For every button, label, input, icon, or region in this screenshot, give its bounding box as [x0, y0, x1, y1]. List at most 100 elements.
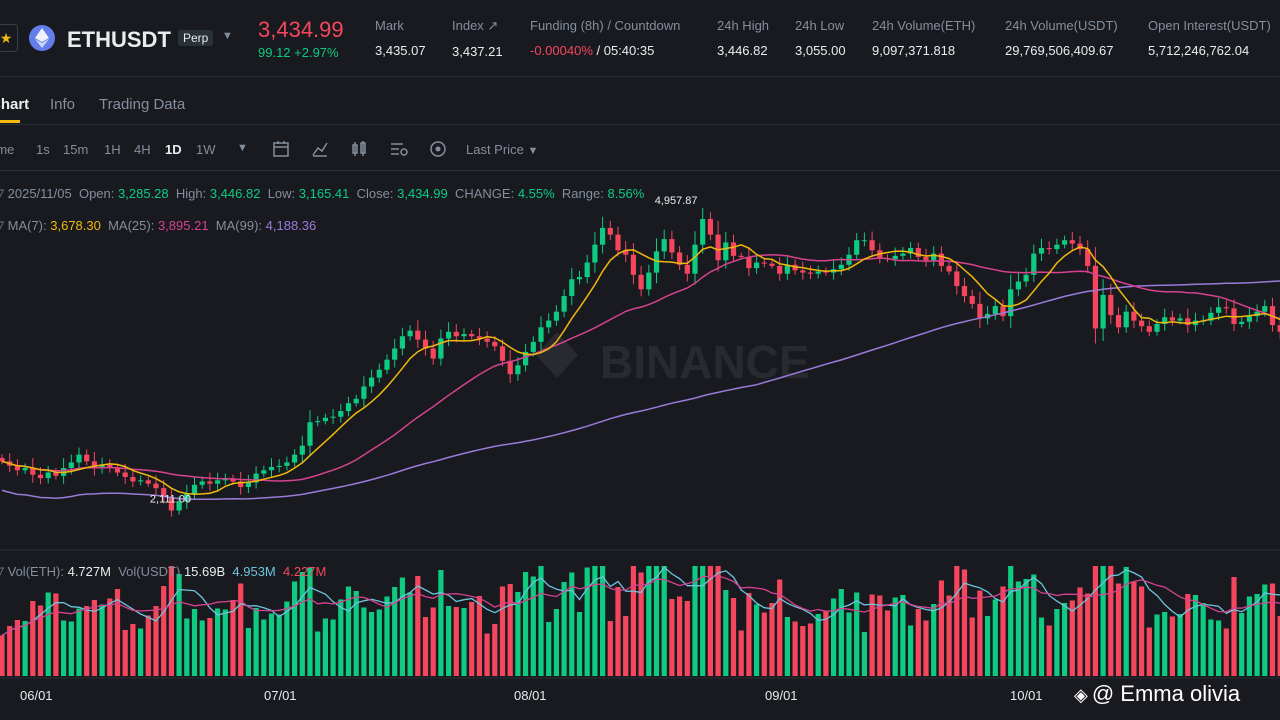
target-icon[interactable] [429, 140, 447, 162]
candle-body [199, 481, 205, 485]
candle-body [392, 348, 398, 360]
price-type-select[interactable]: Last Price ▼ [466, 142, 538, 157]
candle-body [145, 480, 151, 484]
low-label: Low: [267, 186, 296, 201]
volume-bar [838, 589, 844, 676]
candle-body [238, 481, 244, 488]
symbol-dropdown-icon[interactable]: ▼ [222, 30, 233, 42]
candle-style-icon[interactable] [350, 140, 368, 162]
volume-bar [515, 592, 521, 676]
volume-bar [1069, 600, 1075, 676]
volume-bar [931, 604, 937, 676]
volume-ma-line [1, 575, 1280, 637]
volume-bar [1216, 620, 1222, 676]
candle-body [1185, 318, 1191, 326]
candle-body [446, 331, 452, 339]
stat-index[interactable]: Index ↗ 3,437.21 [452, 18, 503, 59]
candle-body [738, 255, 744, 257]
candle-body [499, 346, 506, 361]
candle-body [784, 264, 790, 274]
candle-body [515, 365, 521, 375]
candle-body [815, 271, 821, 274]
tab-info[interactable]: Info [50, 96, 76, 113]
volume-bar [969, 617, 975, 676]
vol-eth-label: Vol(ETH): [7, 564, 64, 579]
volume-bar [630, 566, 636, 676]
volume-bar [469, 602, 475, 676]
volume-bar [1139, 586, 1145, 676]
candle-body [1092, 265, 1098, 329]
interval-time[interactable]: Time [0, 142, 15, 157]
symbol-name[interactable]: ETHUSDT [67, 27, 171, 52]
volume-bar [392, 587, 398, 676]
volume-bar [546, 622, 552, 676]
x-tick-label: 09/01 [765, 688, 798, 703]
volume-ma-line [1, 566, 1280, 637]
ma25-value: 3,895.21 [157, 218, 209, 233]
x-tick-label: 07/01 [264, 688, 297, 703]
volume-bar [369, 612, 375, 676]
volume-bar [1269, 583, 1276, 676]
interval-1h[interactable]: 1H [104, 142, 121, 157]
candle-body [253, 473, 259, 483]
candle-body [215, 480, 221, 484]
candle-body [399, 336, 405, 349]
candle-body [284, 462, 290, 466]
volume-bar [846, 612, 852, 676]
interval-1d[interactable]: 1D [165, 142, 182, 157]
volume-bar [114, 589, 121, 676]
volume-bar [1115, 583, 1122, 676]
volume-bar [153, 606, 159, 676]
candle-body [1062, 240, 1068, 245]
interval-1s[interactable]: 1s [36, 142, 50, 157]
candle-body [0, 457, 5, 462]
volume-bar [84, 606, 90, 676]
volume-bar [1000, 586, 1006, 676]
interval-more-dropdown-icon[interactable]: ▼ [237, 142, 248, 154]
favorite-star-icon[interactable]: ★ [0, 24, 18, 52]
ma7-line [1, 244, 1280, 495]
volume-bar [1192, 595, 1199, 676]
volume-bar [600, 566, 606, 676]
candle-body [507, 360, 513, 375]
candle-body [1100, 294, 1106, 329]
volume-bar [1277, 616, 1280, 676]
volume-bar [938, 580, 944, 676]
interval-1w[interactable]: 1W [196, 142, 216, 157]
volume-bar [245, 628, 251, 676]
candle-body [661, 239, 667, 252]
candle-body [569, 279, 575, 297]
candle-body [1169, 317, 1175, 321]
interval-15m[interactable]: 15m [63, 142, 89, 157]
tab-chart[interactable]: Chart [0, 96, 30, 113]
volume-bar [723, 590, 729, 676]
volume-bar [730, 598, 737, 676]
volume-bar [184, 618, 190, 676]
volume-bar [376, 609, 382, 676]
tab-trading-data[interactable]: Trading Data [99, 96, 186, 113]
candle-body [207, 481, 213, 484]
candle-body [184, 493, 190, 502]
candle-body [1023, 274, 1029, 282]
volume-bar [700, 566, 706, 676]
vol-usdt-label: Vol(USDT) [118, 564, 181, 579]
candle-body [1246, 316, 1252, 322]
volume-bar [1092, 566, 1098, 676]
candle-body [615, 234, 621, 251]
calendar-icon[interactable] [272, 140, 290, 162]
interval-4h[interactable]: 4H [134, 142, 151, 157]
chart-settings-icon[interactable] [389, 140, 409, 162]
volume-bar [1262, 584, 1268, 676]
volume-bar [191, 609, 198, 676]
volume-bar [1185, 594, 1191, 676]
range-value: 8.56% [607, 186, 645, 201]
candle-body [938, 253, 944, 266]
volume-bar [1208, 619, 1214, 676]
indicator-chart-icon[interactable] [311, 140, 329, 162]
volume-bar [415, 576, 421, 676]
volume-bar [961, 569, 968, 676]
candle-body [1000, 306, 1006, 317]
candle-body [322, 417, 328, 422]
stat-24h-low: 24h Low 3,055.00 [795, 18, 846, 58]
